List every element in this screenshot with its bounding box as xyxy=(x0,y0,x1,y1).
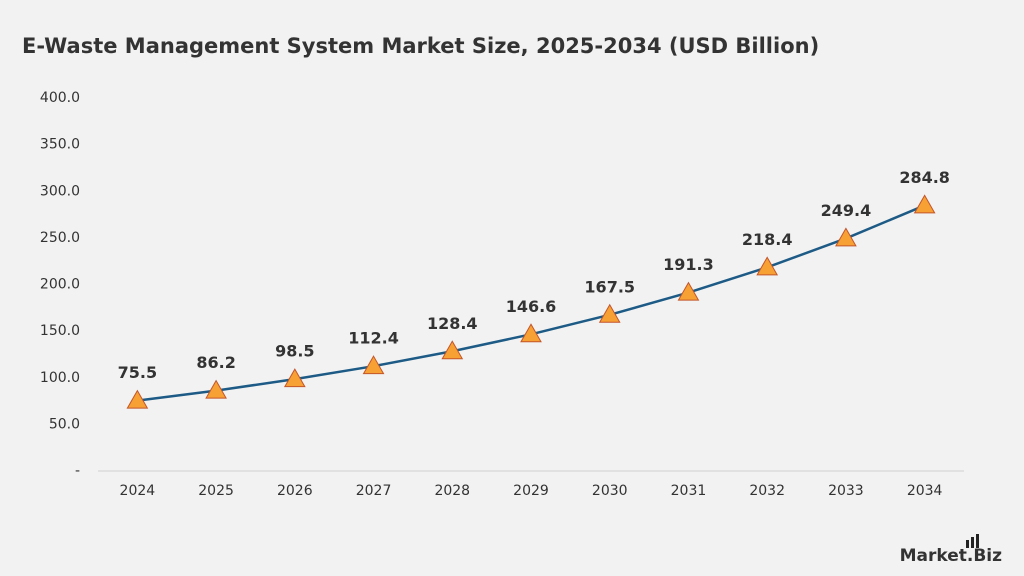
marker xyxy=(520,323,542,343)
x-tick-label: 2034 xyxy=(907,483,943,499)
data-label: 218.4 xyxy=(742,230,793,249)
x-tick-label: 2029 xyxy=(513,483,549,499)
x-tick-label: 2032 xyxy=(749,483,785,499)
y-tick-label: 200.0 xyxy=(40,277,80,293)
marker xyxy=(441,340,464,360)
y-tick-label: - xyxy=(75,463,80,479)
x-tick-label: 2024 xyxy=(120,483,156,499)
x-tick-label: 2030 xyxy=(592,483,628,499)
y-tick-label: 350.0 xyxy=(40,137,80,153)
marker xyxy=(756,256,779,276)
x-tick-label: 2033 xyxy=(828,483,864,499)
x-tick-label: 2026 xyxy=(277,483,313,499)
y-tick-label: 400.0 xyxy=(40,90,80,106)
data-label: 167.5 xyxy=(584,277,635,296)
data-label: 191.3 xyxy=(663,255,714,274)
y-tick-label: 150.0 xyxy=(40,323,80,339)
marker xyxy=(598,303,621,323)
data-label: 98.5 xyxy=(275,342,314,361)
marker xyxy=(205,379,227,399)
marker xyxy=(913,194,936,214)
brand: Market.Biz xyxy=(900,546,1003,566)
y-tick-label: 300.0 xyxy=(40,183,80,199)
data-label: 86.2 xyxy=(196,353,235,372)
y-tick-label: 250.0 xyxy=(40,230,80,246)
marker xyxy=(835,227,857,247)
data-label: 284.8 xyxy=(899,168,950,187)
data-label: 249.4 xyxy=(821,201,872,220)
marker xyxy=(362,355,385,375)
data-label: 128.4 xyxy=(427,314,478,333)
chart-title: E-Waste Management System Market Size, 2… xyxy=(22,34,819,58)
data-label: 146.6 xyxy=(506,297,557,316)
y-tick-label: 100.0 xyxy=(40,370,80,386)
marker xyxy=(677,281,700,301)
brand-icon xyxy=(966,534,979,548)
data-label: 75.5 xyxy=(118,363,157,382)
x-tick-label: 2031 xyxy=(671,483,707,499)
y-tick-label: 50.0 xyxy=(49,416,80,432)
data-label: 112.4 xyxy=(348,329,399,348)
marker xyxy=(283,368,306,388)
x-tick-label: 2025 xyxy=(198,483,234,499)
marker xyxy=(126,389,149,409)
x-tick-label: 2027 xyxy=(356,483,392,499)
x-tick-label: 2028 xyxy=(434,483,470,499)
